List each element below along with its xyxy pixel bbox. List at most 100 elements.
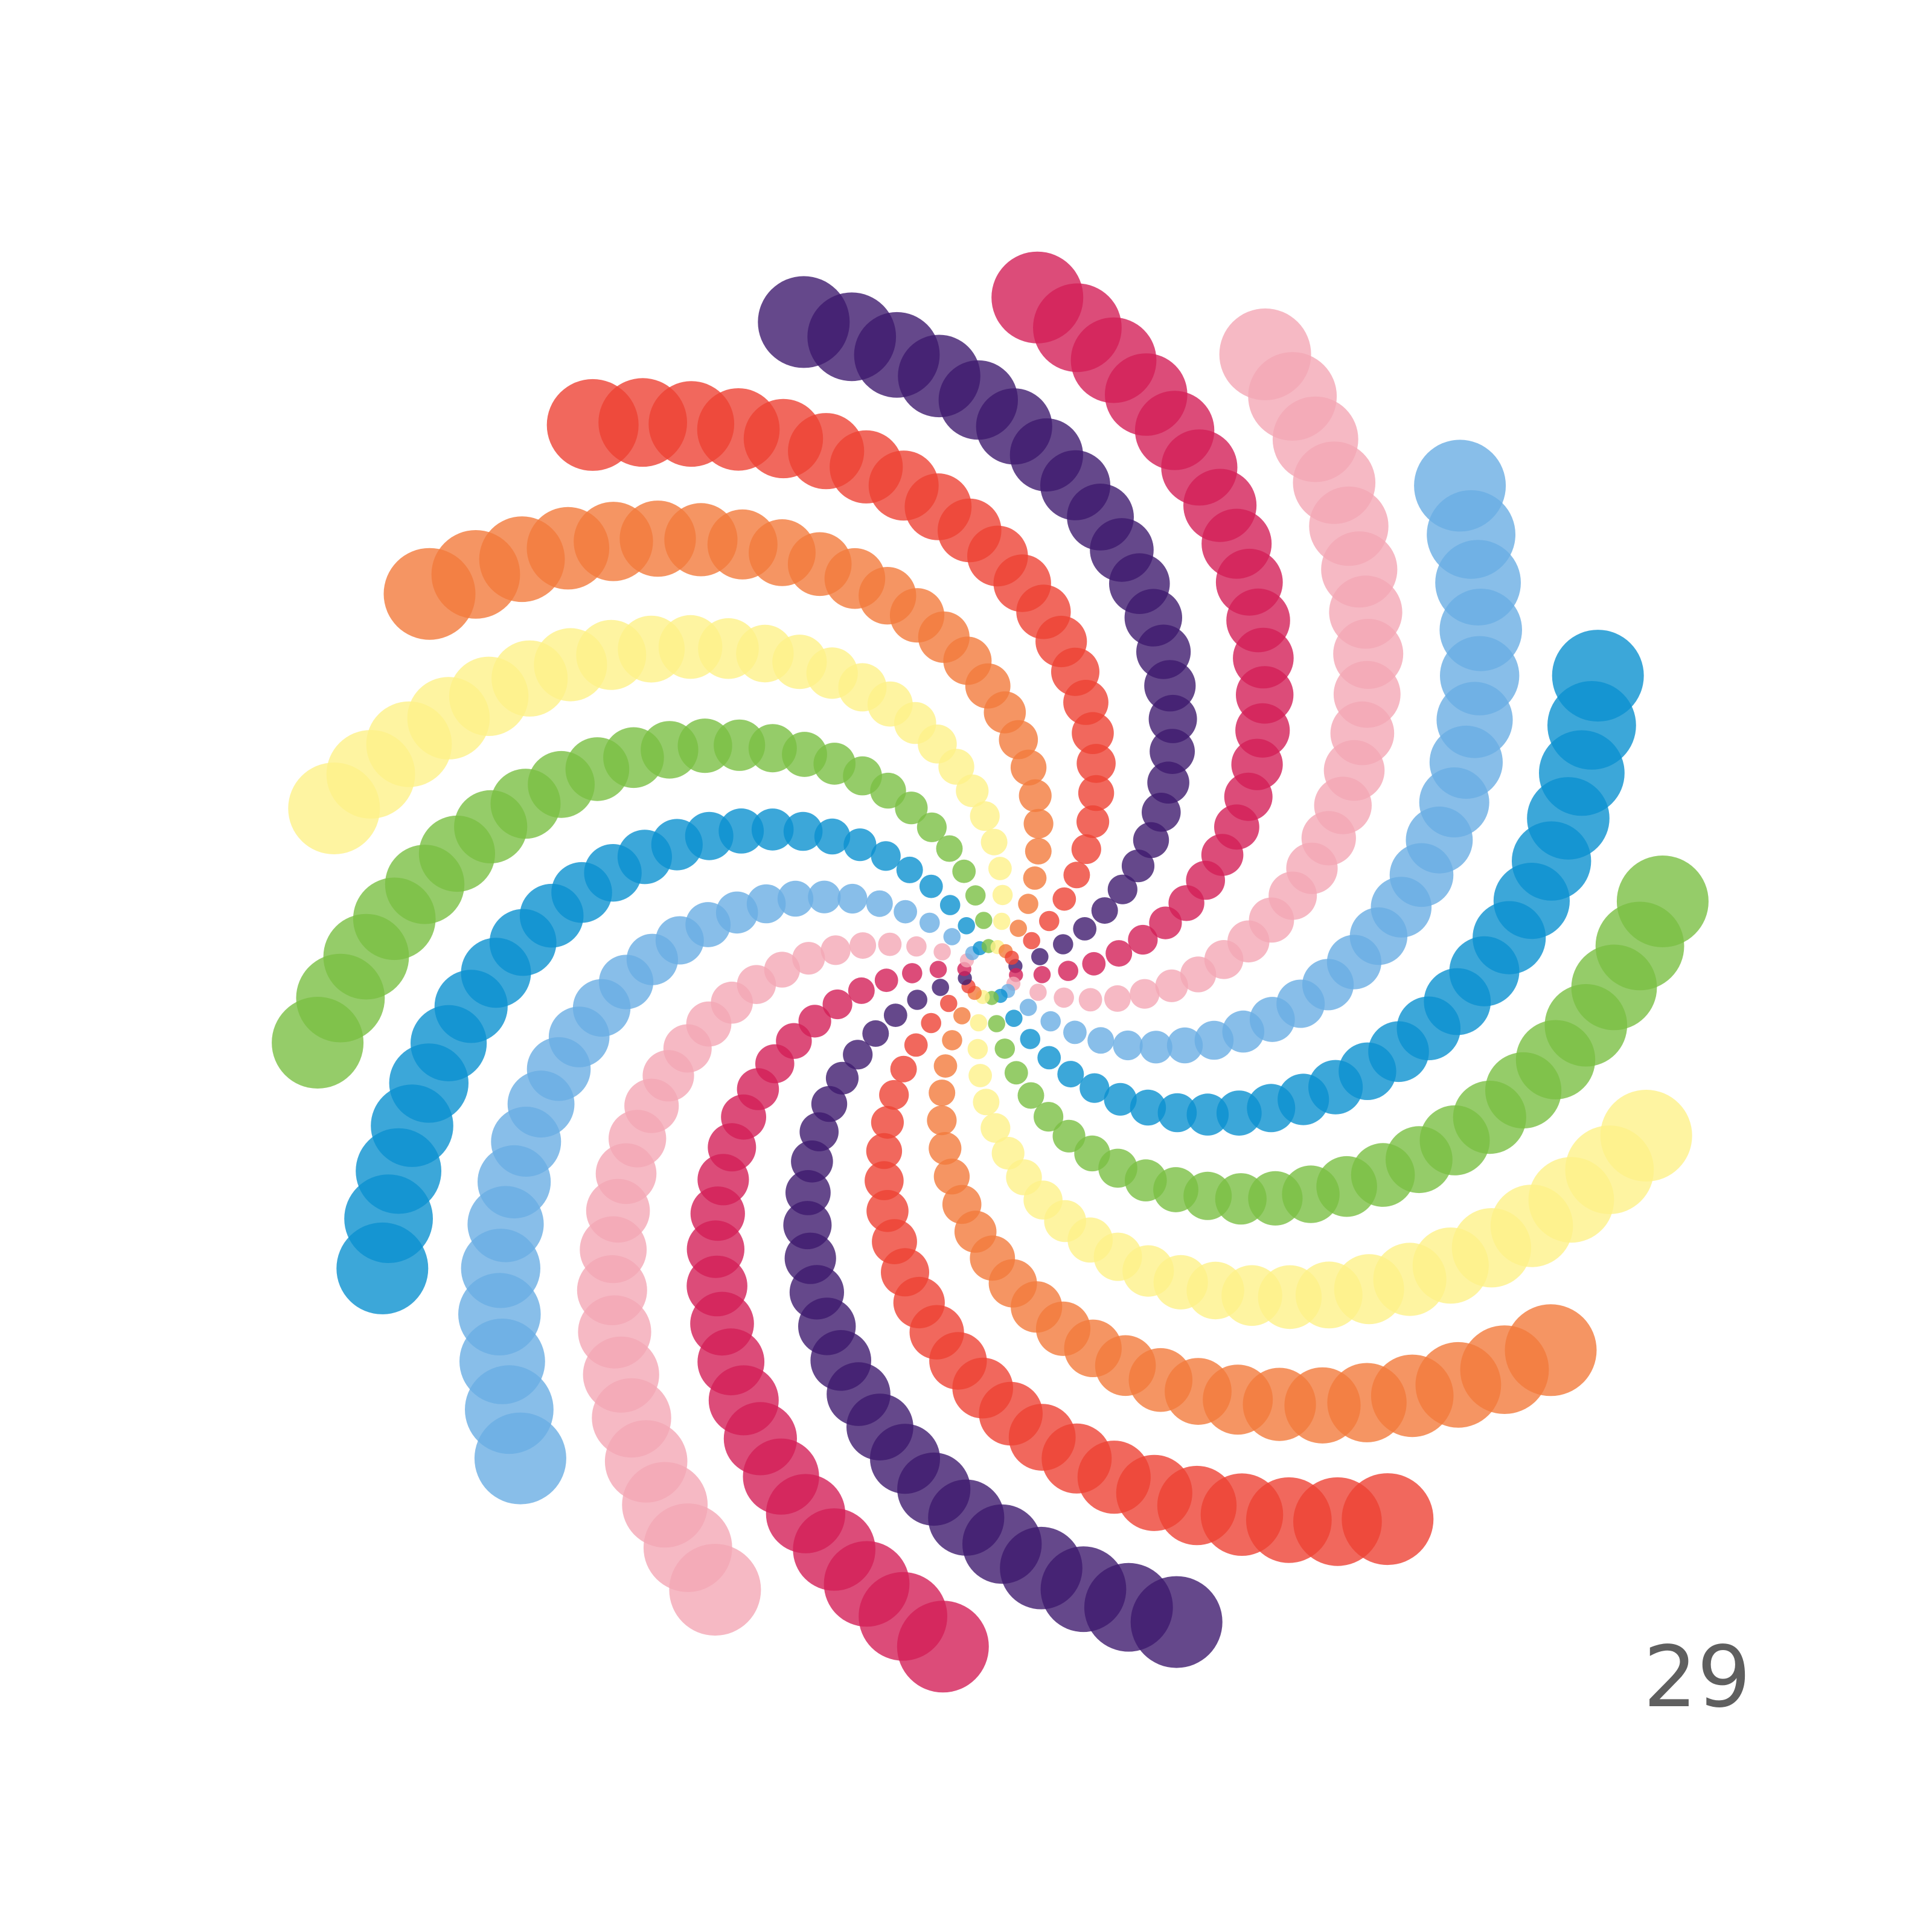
blue-dot	[1552, 630, 1644, 722]
light-blue-dot	[837, 883, 868, 914]
yellow-dot	[1600, 1090, 1692, 1182]
yellow-dot	[988, 857, 1012, 880]
light-blue-dot	[1139, 1031, 1172, 1064]
blue-dot	[939, 895, 961, 915]
crimson-dot	[1033, 966, 1051, 984]
blue-dot	[1057, 1061, 1084, 1088]
light-blue-dot	[1166, 1027, 1203, 1064]
purple-dot	[1073, 917, 1097, 941]
purple-dot	[843, 1040, 873, 1070]
yellow-dot	[968, 1064, 992, 1087]
red-dot	[890, 1055, 917, 1083]
pink-dot	[906, 936, 927, 957]
orange-dot	[1025, 837, 1052, 865]
red-dot	[865, 1161, 904, 1200]
crimson-dot	[1058, 961, 1078, 981]
red-dot	[1076, 805, 1110, 839]
green-dot	[988, 1015, 1005, 1032]
purple-dot	[907, 990, 927, 1010]
light-blue-dot	[920, 912, 940, 933]
green-dot	[1034, 1102, 1064, 1132]
crimson-dot	[822, 989, 852, 1020]
crimson-dot	[991, 251, 1084, 344]
blue-dot	[919, 874, 943, 898]
orange-dot	[1019, 779, 1052, 812]
light-blue-dot	[777, 880, 814, 917]
green-dot	[1616, 856, 1709, 947]
purple-dot	[1053, 934, 1073, 955]
pink-dot	[1155, 969, 1188, 1002]
light-blue-dot	[474, 1412, 566, 1505]
blue-dot	[1005, 1009, 1023, 1027]
pink-dot	[1054, 987, 1074, 1008]
crimson-dot	[897, 1601, 989, 1693]
purple-dot	[1107, 874, 1137, 904]
yellow-dot	[970, 1014, 988, 1032]
red-dot	[1039, 910, 1060, 932]
green-dot	[952, 859, 976, 883]
orange-dot	[1023, 808, 1054, 839]
purple-dot	[825, 1061, 859, 1095]
red-dot	[1023, 932, 1040, 950]
blue-dot	[814, 818, 851, 855]
crimson-dot	[902, 963, 923, 984]
pink-dot	[669, 1544, 761, 1636]
orange-dot	[383, 548, 476, 640]
purple-dot	[1031, 948, 1049, 965]
page-number: 29	[1643, 1628, 1751, 1727]
blue-dot	[1130, 1089, 1166, 1126]
yellow-dot	[993, 912, 1011, 930]
light-blue-dot	[943, 928, 961, 945]
light-blue-dot	[808, 880, 841, 913]
purple-dot	[932, 979, 949, 996]
pink-dot	[1078, 988, 1102, 1012]
blue-dot	[843, 828, 877, 862]
light-blue-dot	[1019, 999, 1037, 1016]
orange-dot	[1018, 894, 1038, 914]
purple-dot	[862, 1020, 889, 1047]
yellow-dot	[967, 1038, 988, 1060]
orange-dot	[929, 1080, 956, 1107]
pink-dot	[1029, 984, 1047, 1001]
blue-dot	[1020, 1029, 1041, 1049]
purple-dot	[1121, 849, 1155, 883]
yellow-dot	[970, 801, 1000, 831]
purple-dot	[758, 276, 850, 368]
light-blue-dot	[894, 900, 917, 924]
red-dot	[1342, 1473, 1434, 1566]
orange-dot	[953, 1007, 971, 1025]
orange-dot	[942, 1030, 962, 1051]
blue-dot	[896, 856, 923, 883]
crimson-dot	[1082, 952, 1106, 976]
blue-dot	[1157, 1093, 1197, 1133]
blue-dot	[751, 808, 794, 851]
green-dot	[272, 997, 364, 1089]
green-dot	[1017, 1082, 1044, 1109]
red-dot	[546, 379, 639, 471]
green-dot	[1004, 1061, 1028, 1085]
light-blue-dot	[1040, 1011, 1061, 1032]
crimson-dot	[1105, 940, 1133, 967]
yellow-dot	[980, 828, 1008, 856]
orange-dot	[1505, 1304, 1597, 1396]
green-dot	[975, 912, 993, 929]
blue-dot	[871, 841, 901, 871]
orange-dot	[927, 1105, 957, 1136]
red-dot	[1052, 887, 1076, 911]
blue-dot	[1104, 1083, 1137, 1116]
orange-dot	[1023, 866, 1047, 890]
red-dot	[1078, 775, 1115, 811]
red-dot	[879, 1080, 909, 1110]
red-dot	[921, 1012, 941, 1034]
red-dot	[871, 1105, 904, 1139]
red-dot	[1063, 862, 1090, 889]
red-dot	[866, 1133, 903, 1169]
orange-dot	[933, 1054, 958, 1078]
green-dot	[936, 835, 963, 862]
orange-dot	[929, 1132, 962, 1165]
blue-dot	[1080, 1073, 1110, 1103]
red-dot	[904, 1033, 928, 1057]
yellow-dot	[973, 1089, 1000, 1116]
pink-dot	[1219, 308, 1311, 400]
